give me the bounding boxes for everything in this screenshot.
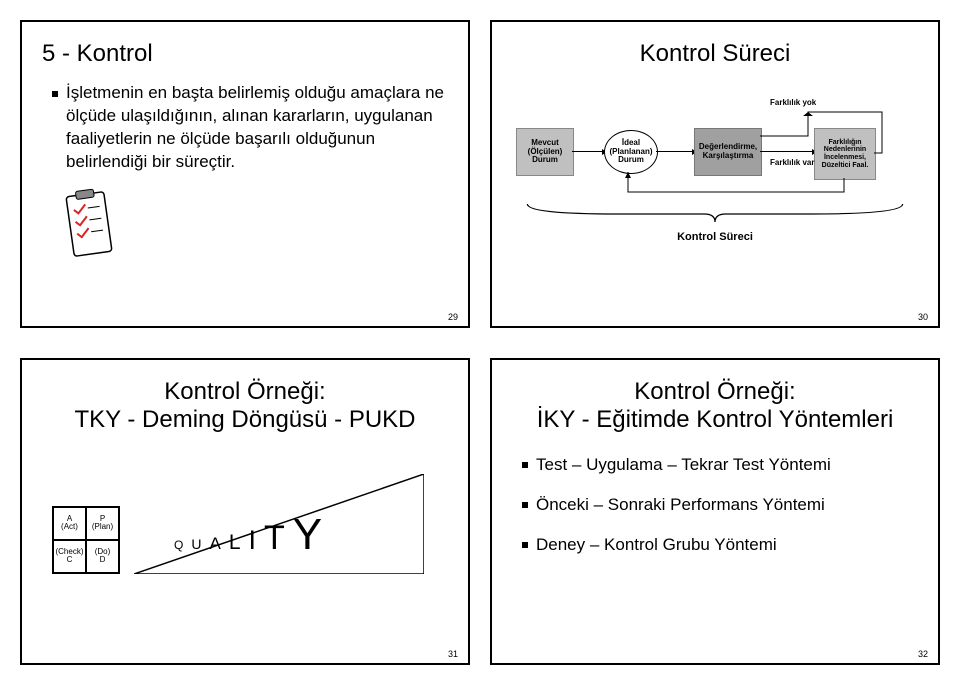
clipboard-icon <box>62 188 448 263</box>
q-letter: I <box>249 525 257 556</box>
pdca-a: A(Act) <box>53 507 86 540</box>
bullet-list: Test – Uygulama – Tekrar Test Yöntemi Ön… <box>522 454 918 556</box>
slide-title: Kontrol Örneği: <box>42 378 448 406</box>
q-letter: T <box>264 519 285 558</box>
brace-label: Kontrol Süreci <box>522 231 908 243</box>
flowchart: Mevcut (Ölçülen) Durum İdeal (Planlanan)… <box>512 88 918 218</box>
quality-letters: Q U A L I T Y <box>174 510 322 560</box>
bullet-item: Önceki – Sonraki Performans Yöntemi <box>522 494 918 516</box>
bullet-item: Test – Uygulama – Tekrar Test Yöntemi <box>522 454 918 476</box>
page-number: 31 <box>448 649 458 659</box>
slide-subtitle: İKY - Eğitimde Kontrol Yöntemleri <box>512 406 918 434</box>
q-letter: Y <box>293 510 322 560</box>
slide-29: 5 - Kontrol İşletmenin en başta belirlem… <box>20 20 470 328</box>
bullet-item: Deney – Kontrol Grubu Yöntemi <box>522 534 918 556</box>
slide-grid: 5 - Kontrol İşletmenin en başta belirlem… <box>20 20 940 665</box>
slide-title: Kontrol Süreci <box>512 40 918 68</box>
quality-triangle: Q U A L I T Y <box>134 474 424 574</box>
q-letter: A <box>209 534 220 554</box>
bullet-list: İşletmenin en başta belirlemiş olduğu am… <box>52 82 448 174</box>
pdca-p: P(Plan) <box>86 507 119 540</box>
pdca-c: (Check)C <box>53 540 86 573</box>
slide-title: 5 - Kontrol <box>42 40 448 68</box>
q-letter: U <box>191 536 201 552</box>
slide-subtitle: TKY - Deming Döngüsü - PUKD <box>42 406 448 434</box>
page-number: 32 <box>918 649 928 659</box>
slide-30: Kontrol Süreci Mevcut (Ölçülen) Durum İd… <box>490 20 940 328</box>
brace-icon: Kontrol Süreci <box>522 202 908 243</box>
feedback-line-icon <box>512 88 918 218</box>
pdca-box: A(Act) P(Plan) (Check)C (Do)D <box>52 506 120 574</box>
q-letter: L <box>229 531 241 555</box>
deming-row: A(Act) P(Plan) (Check)C (Do)D Q U A L I … <box>52 474 448 574</box>
page-number: 30 <box>918 312 928 322</box>
slide-31: Kontrol Örneği: TKY - Deming Döngüsü - P… <box>20 358 470 666</box>
page-number: 29 <box>448 312 458 322</box>
q-letter: Q <box>174 538 183 552</box>
bullet-item: İşletmenin en başta belirlemiş olduğu am… <box>52 82 448 174</box>
slide-title: Kontrol Örneği: <box>512 378 918 406</box>
slide-32: Kontrol Örneği: İKY - Eğitimde Kontrol Y… <box>490 358 940 666</box>
pdca-d: (Do)D <box>86 540 119 573</box>
